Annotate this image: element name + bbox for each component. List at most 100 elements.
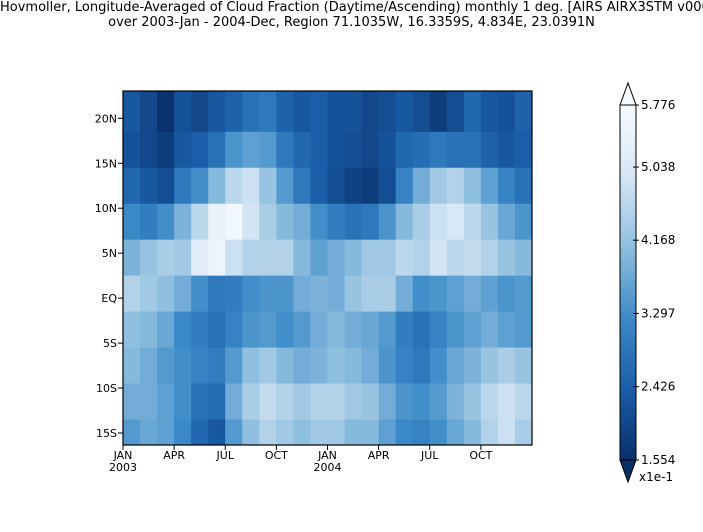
heatmap-cell [429, 239, 448, 277]
heatmap-cell [429, 131, 448, 169]
x-tick-label: APR [163, 449, 185, 462]
heatmap-cell [259, 311, 277, 349]
heatmap-cell [361, 275, 380, 313]
title-line-2: over 2003-Jan - 2004-Dec, Region 71.1035… [108, 15, 595, 30]
heatmap-cell [463, 167, 482, 205]
heatmap-cell [378, 131, 397, 169]
heatmap-cell [344, 131, 363, 169]
heatmap-cell [293, 203, 312, 241]
y-tick-label: EQ [101, 292, 117, 305]
heatmap-cell [514, 131, 532, 169]
heatmap-cell [497, 275, 516, 313]
heatmap-cell [514, 91, 532, 133]
heatmap-cell [310, 419, 329, 445]
heatmap-cell [208, 239, 226, 277]
heatmap-cell [276, 347, 295, 385]
heatmap-cell [191, 131, 209, 169]
heatmap-cell [310, 239, 329, 277]
heatmap-cell [514, 239, 532, 277]
heatmap-cell [463, 203, 482, 241]
heatmap-cells [123, 91, 532, 445]
heatmap-cell [480, 347, 499, 385]
heatmap-cell [242, 167, 260, 205]
heatmap-cell [276, 383, 295, 421]
heatmap-cell [361, 383, 380, 421]
heatmap-cell [310, 383, 329, 421]
heatmap-cell [259, 131, 277, 169]
heatmap-cell [242, 275, 260, 313]
heatmap-cell [344, 239, 363, 277]
title-line-1: Hovmoller, Longitude-Averaged of Cloud F… [0, 0, 703, 15]
heatmap-cell [242, 383, 260, 421]
heatmap-cell [344, 275, 363, 313]
heatmap-cell [412, 275, 431, 313]
heatmap-cell [429, 311, 448, 349]
heatmap-cell [191, 91, 209, 133]
heatmap-cell [174, 347, 192, 385]
heatmap-cell [412, 347, 431, 385]
heatmap-cell [276, 419, 295, 445]
heatmap-cell [344, 419, 363, 445]
heatmap-cell [140, 91, 158, 133]
heatmap-cell [463, 383, 482, 421]
heatmap-cell [140, 167, 158, 205]
heatmap-cell [480, 239, 499, 277]
heatmap-cell [446, 311, 465, 349]
heatmap-cell [361, 239, 380, 277]
heatmap-cell [276, 239, 295, 277]
heatmap-cell [463, 419, 482, 445]
heatmap-cell [208, 167, 226, 205]
heatmap-cell [429, 419, 448, 445]
heatmap-cell [327, 131, 346, 169]
heatmap-cell [463, 131, 482, 169]
colorbar-multiplier: x1e-1 [639, 470, 673, 484]
heatmap-cell [310, 91, 329, 133]
heatmap-cell [497, 239, 516, 277]
heatmap-cell [361, 347, 380, 385]
heatmap-cell [463, 347, 482, 385]
heatmap-cell [429, 383, 448, 421]
heatmap-cell [259, 91, 277, 133]
heatmap-cell [514, 167, 532, 205]
heatmap-cell [480, 311, 499, 349]
heatmap-cell [378, 275, 397, 313]
heatmap-cell [446, 419, 465, 445]
x-tick-year: 2003 [109, 461, 137, 474]
heatmap-cell [157, 203, 175, 241]
heatmap-cell [497, 419, 516, 445]
heatmap-cell [310, 131, 329, 169]
heatmap-cell [327, 91, 346, 133]
heatmap-cell [361, 419, 380, 445]
heatmap-cell [429, 91, 448, 133]
heatmap-cell [225, 167, 243, 205]
heatmap-cell [157, 91, 175, 133]
heatmap-cell [259, 275, 277, 313]
heatmap-cell [480, 131, 499, 169]
y-tick-label: 15N [95, 157, 117, 170]
heatmap-cell [208, 203, 226, 241]
heatmap-cell [293, 383, 312, 421]
y-tick-label: 10S [96, 382, 117, 395]
heatmap-cell [174, 203, 192, 241]
colorbar: 5.776 5.038 4.168 3.297 2.426 1.554 x1e-1 [619, 81, 675, 484]
heatmap-cell [378, 347, 397, 385]
heatmap-cell [395, 167, 414, 205]
heatmap-cell [276, 275, 295, 313]
heatmap-cell [514, 275, 532, 313]
heatmap-cell [123, 91, 141, 133]
chart-title: Hovmoller, Longitude-Averaged of Cloud F… [0, 0, 703, 30]
x-tick-year: 2004 [314, 461, 342, 474]
heatmap-cell [378, 91, 397, 133]
y-tick-label: 10N [95, 202, 117, 215]
heatmap-cell [514, 419, 532, 445]
heatmap-cell [480, 91, 499, 133]
heatmap-cell [140, 131, 158, 169]
heatmap-cell [310, 347, 329, 385]
heatmap-cell [276, 311, 295, 349]
heatmap-cell [225, 275, 243, 313]
x-tick-label: JAN [317, 449, 337, 462]
heatmap-cell [174, 419, 192, 445]
heatmap-cell [276, 167, 295, 205]
heatmap-cell [157, 383, 175, 421]
